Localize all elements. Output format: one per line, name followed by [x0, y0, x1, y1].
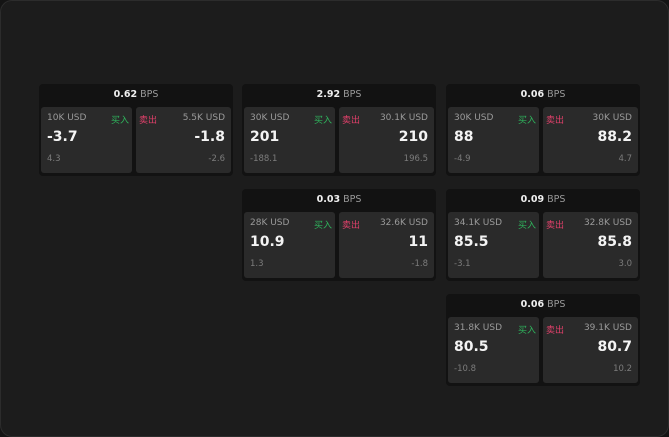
buy-label: 买入 — [517, 116, 536, 126]
quote-widget: 0.62 BPS 10K USD 买入 -3.7 4.3 卖出 5.5K USD … — [39, 84, 233, 176]
sell-button[interactable]: 卖出 32.8K USD 85.8 3.0 — [543, 212, 638, 278]
quote-widget: 0.06 BPS 31.8K USD 买入 80.5 -10.8 卖出 39.1K… — [446, 294, 640, 386]
ask-size: 39.1K USD — [583, 323, 632, 333]
buy-button[interactable]: 31.8K USD 买入 80.5 -10.8 — [448, 317, 539, 383]
sell-button[interactable]: 卖出 32.6K USD 11 -1.8 — [339, 212, 434, 278]
bid-price: 80.5 — [454, 339, 489, 355]
buy-label: 买入 — [517, 221, 536, 231]
buy-button[interactable]: 10K USD 买入 -3.7 4.3 — [41, 107, 132, 173]
bid-price: 88 — [454, 129, 474, 145]
bid-size: 34.1K USD — [454, 218, 503, 228]
buy-button[interactable]: 30K USD 买入 201 -188.1 — [244, 107, 335, 173]
ask-change: 4.7 — [618, 154, 632, 164]
ask-price: 80.7 — [597, 339, 632, 355]
bid-change: -4.9 — [454, 154, 471, 164]
spread-unit: BPS — [343, 194, 362, 205]
spread-value: 0.06 — [520, 89, 545, 100]
buy-label: 买入 — [517, 326, 536, 336]
bid-price: 85.5 — [454, 234, 489, 250]
ask-price: 210 — [398, 129, 428, 145]
buy-button[interactable]: 28K USD 买入 10.9 1.3 — [244, 212, 335, 278]
spread-unit: BPS — [140, 89, 159, 100]
ask-size: 30K USD — [592, 113, 632, 123]
buy-button[interactable]: 34.1K USD 买入 85.5 -3.1 — [448, 212, 539, 278]
bid-change: 1.3 — [250, 259, 264, 269]
sell-button[interactable]: 卖出 30K USD 88.2 4.7 — [543, 107, 638, 173]
buy-label: 买入 — [313, 116, 332, 126]
bid-size: 28K USD — [250, 218, 290, 228]
ask-size: 5.5K USD — [182, 113, 225, 123]
ask-size: 32.8K USD — [583, 218, 632, 228]
bid-size: 31.8K USD — [454, 323, 503, 333]
spread-unit: BPS — [547, 89, 566, 100]
sell-label: 卖出 — [139, 116, 158, 126]
sell-label: 卖出 — [342, 116, 361, 126]
ask-price: 88.2 — [597, 129, 632, 145]
spread-unit: BPS — [547, 299, 566, 310]
spread-header: 0.06 BPS — [446, 294, 640, 316]
quote-widget: 2.92 BPS 30K USD 买入 201 -188.1 卖出 30.1K U… — [242, 84, 436, 176]
spread-header: 0.09 BPS — [446, 189, 640, 211]
bid-size: 30K USD — [250, 113, 290, 123]
sell-label: 卖出 — [342, 221, 361, 231]
spread-header: 0.03 BPS — [242, 189, 436, 211]
spread-header: 0.62 BPS — [39, 84, 233, 106]
bid-change: -3.1 — [454, 259, 471, 269]
spread-value: 2.92 — [316, 89, 341, 100]
buy-button[interactable]: 30K USD 买入 88 -4.9 — [448, 107, 539, 173]
ask-price: 11 — [408, 234, 428, 250]
bid-size: 10K USD — [47, 113, 87, 123]
ask-change: 196.5 — [403, 154, 428, 164]
ask-size: 32.6K USD — [379, 218, 428, 228]
bid-change: -10.8 — [454, 364, 476, 374]
spread-value: 0.06 — [520, 299, 545, 310]
spread-header: 0.06 BPS — [446, 84, 640, 106]
sell-label: 卖出 — [546, 326, 565, 336]
sell-label: 卖出 — [546, 116, 565, 126]
spread-value: 0.62 — [113, 89, 138, 100]
bid-price: 201 — [250, 129, 280, 145]
quote-widget: 0.06 BPS 30K USD 买入 88 -4.9 卖出 30K USD 88… — [446, 84, 640, 176]
spread-header: 2.92 BPS — [242, 84, 436, 106]
sell-button[interactable]: 卖出 30.1K USD 210 196.5 — [339, 107, 434, 173]
sell-button[interactable]: 卖出 39.1K USD 80.7 10.2 — [543, 317, 638, 383]
bid-size: 30K USD — [454, 113, 494, 123]
ask-price: -1.8 — [194, 129, 225, 145]
buy-label: 买入 — [110, 116, 129, 126]
spread-value: 0.03 — [316, 194, 341, 205]
spread-unit: BPS — [547, 194, 566, 205]
spread-unit: BPS — [343, 89, 362, 100]
bid-change: -188.1 — [250, 154, 278, 164]
ask-change: 3.0 — [618, 259, 632, 269]
ask-size: 30.1K USD — [379, 113, 428, 123]
spread-value: 0.09 — [520, 194, 545, 205]
sell-button[interactable]: 卖出 5.5K USD -1.8 -2.6 — [136, 107, 231, 173]
ask-change: 10.2 — [613, 364, 632, 374]
bid-price: -3.7 — [47, 129, 78, 145]
ask-change: -2.6 — [208, 154, 225, 164]
quote-widget: 0.09 BPS 34.1K USD 买入 85.5 -3.1 卖出 32.8K … — [446, 189, 640, 281]
sell-label: 卖出 — [546, 221, 565, 231]
bid-change: 4.3 — [47, 154, 61, 164]
buy-label: 买入 — [313, 221, 332, 231]
bid-price: 10.9 — [250, 234, 285, 250]
ask-change: -1.8 — [411, 259, 428, 269]
quote-widget: 0.03 BPS 28K USD 买入 10.9 1.3 卖出 32.6K USD… — [242, 189, 436, 281]
ask-price: 85.8 — [597, 234, 632, 250]
